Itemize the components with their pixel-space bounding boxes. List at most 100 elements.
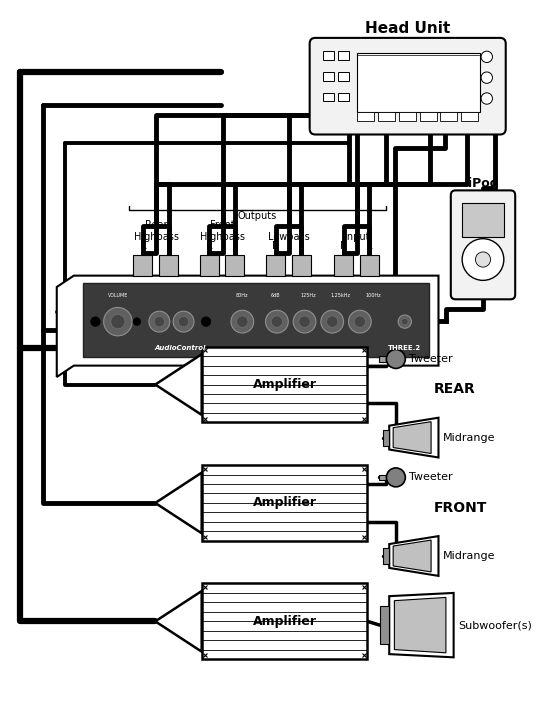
Bar [159,255,178,275]
Text: Amplifier: Amplifier [252,378,317,391]
Bar [360,255,379,275]
Circle shape [299,316,310,327]
Circle shape [231,310,253,333]
Text: 80Hz: 80Hz [236,293,249,298]
Text: L: L [232,241,238,251]
Polygon shape [155,473,202,533]
Circle shape [104,308,132,336]
Bar [338,51,349,60]
Text: AudioControl: AudioControl [154,346,206,351]
Bar [383,429,389,445]
Bar [461,112,479,121]
Text: R: R [140,241,147,251]
Bar [202,465,367,541]
Circle shape [481,92,493,104]
Circle shape [293,310,316,333]
Text: Front
Highpass: Front Highpass [200,220,245,242]
Text: Tweeter: Tweeter [409,473,453,483]
Bar [399,112,416,121]
Circle shape [154,316,165,327]
Bar [462,203,504,237]
Polygon shape [389,536,439,576]
Bar [383,548,389,564]
Bar [378,112,395,121]
Circle shape [173,311,194,332]
Bar [292,255,311,275]
Circle shape [475,252,490,267]
Text: L: L [166,241,171,251]
Bar [338,72,349,80]
Circle shape [201,317,211,326]
Circle shape [481,72,493,83]
Text: 6dB: 6dB [270,293,280,298]
Circle shape [111,315,125,328]
Circle shape [402,318,408,325]
Text: Input: Input [344,232,370,242]
Text: L: L [299,241,304,251]
Polygon shape [155,591,202,652]
Bar [323,51,334,60]
Text: Outputs: Outputs [238,212,277,222]
Text: Rear
Highpass: Rear Highpass [134,220,179,242]
Circle shape [481,51,493,62]
Bar [202,346,367,422]
Polygon shape [395,597,446,653]
Text: VOLUME: VOLUME [108,293,128,298]
Bar [266,255,285,275]
Text: L: L [367,241,372,251]
FancyBboxPatch shape [451,191,515,299]
Circle shape [326,316,338,327]
Polygon shape [393,422,431,454]
Bar [323,72,334,80]
Text: iPod: iPod [468,177,498,191]
Text: THREE.2: THREE.2 [388,346,421,351]
Circle shape [178,316,189,327]
Bar [200,255,219,275]
Bar [379,356,386,362]
Text: R: R [340,241,347,251]
Circle shape [462,239,504,280]
Bar [134,255,153,275]
FancyBboxPatch shape [310,38,506,135]
Bar [357,53,480,112]
Polygon shape [155,354,202,415]
Text: R: R [272,241,279,251]
Polygon shape [389,593,453,657]
Circle shape [265,310,288,333]
Bar [226,255,244,275]
Text: REAR: REAR [434,382,475,397]
Circle shape [237,316,248,327]
Text: Midrange: Midrange [443,432,496,442]
Text: 100Hz: 100Hz [366,293,382,298]
Text: 125Hz: 125Hz [300,293,316,298]
Bar [420,112,437,121]
Text: Midrange: Midrange [443,551,496,561]
Circle shape [386,349,405,369]
Text: Tweeter: Tweeter [409,354,453,364]
Circle shape [90,317,100,326]
Polygon shape [393,540,431,572]
Text: FRONT: FRONT [434,500,487,515]
Bar [357,112,374,121]
Circle shape [398,315,411,328]
Text: R: R [206,241,213,251]
Bar [83,283,429,357]
Circle shape [321,310,343,333]
Circle shape [348,310,371,333]
Bar [323,92,334,101]
Text: Amplifier: Amplifier [252,615,317,628]
Text: 1.25kHz: 1.25kHz [331,293,351,298]
Text: Lowpass: Lowpass [268,232,310,242]
Bar [338,92,349,101]
Text: Amplifier: Amplifier [252,496,317,510]
Circle shape [354,316,366,327]
Polygon shape [57,275,439,377]
Circle shape [386,468,405,487]
Bar [334,255,353,275]
Circle shape [149,311,169,332]
Bar [202,584,367,659]
Text: Subwoofer(s): Subwoofer(s) [458,620,532,630]
Circle shape [271,316,282,327]
Bar [440,112,457,121]
Text: Head Unit: Head Unit [365,21,450,36]
